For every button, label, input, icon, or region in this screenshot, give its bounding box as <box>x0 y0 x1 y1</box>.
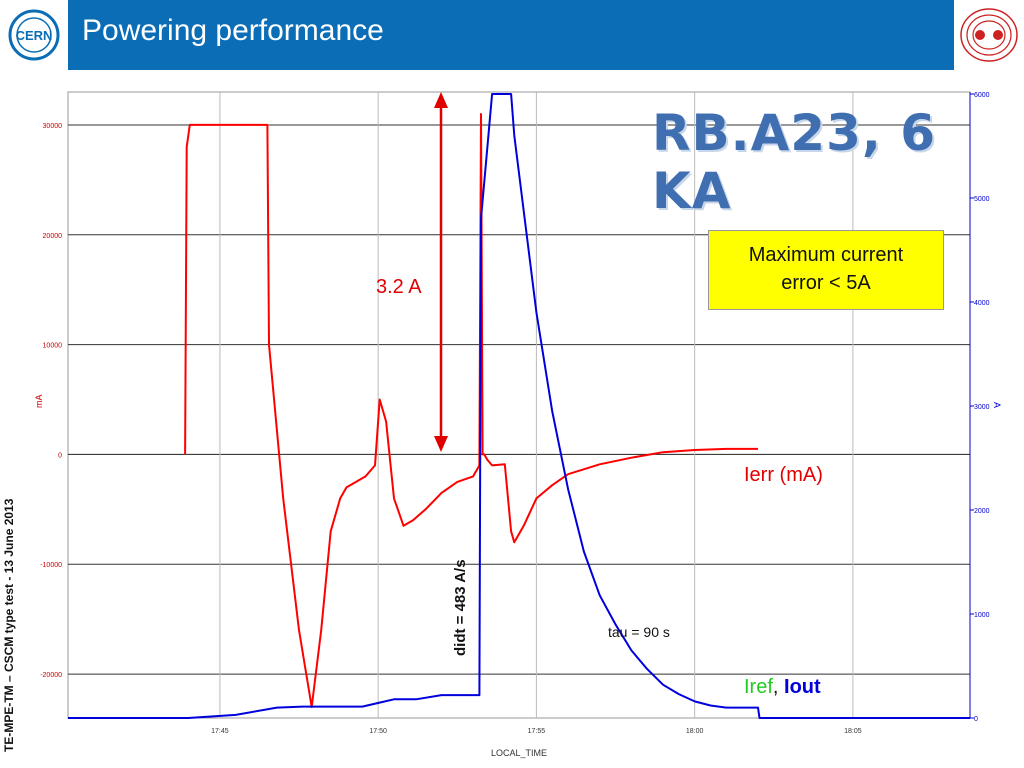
right-tick-label: 6000 <box>974 92 990 99</box>
header-bar: CERN Powering performance <box>0 0 1024 70</box>
x-tick-label: 18:00 <box>686 728 704 735</box>
didt-label: didt = 483 A/s <box>452 559 469 656</box>
cern-logo-icon: CERN <box>8 9 60 61</box>
ierr-legend: Ierr (mA) <box>744 464 823 486</box>
legend-separator: , <box>772 676 779 698</box>
lhc-logo-icon <box>960 8 1018 62</box>
right-tick-label: 2000 <box>974 508 990 515</box>
right-tick-label: 4000 <box>974 300 990 307</box>
series-line-iout <box>68 93 970 719</box>
lhc-logo <box>954 0 1024 70</box>
delta-arrow <box>434 92 448 452</box>
x-tick-label: 17:50 <box>369 728 387 735</box>
right-tick-label: 3000 <box>974 404 990 411</box>
x-axis-label: LOCAL_TIME <box>491 748 547 758</box>
right-tick-label: 1000 <box>974 612 990 619</box>
cern-logo-text: CERN <box>16 28 53 43</box>
x-tick-label: 17:55 <box>528 728 546 735</box>
iout-legend: Iout <box>784 676 821 698</box>
page-title: Powering performance <box>82 14 384 47</box>
left-tick-label: 10000 <box>43 343 63 350</box>
x-axis-ticks: 17:45 17:50 17:55 18:00 18:05 <box>211 728 862 735</box>
iref-legend: Iref <box>744 676 773 698</box>
cern-logo: CERN <box>0 0 68 70</box>
right-tick-label: 5000 <box>974 196 990 203</box>
left-axis-ticks: 30000 20000 10000 0 -10000 -20000 <box>40 123 62 679</box>
delta-label: 3.2 A <box>376 276 422 298</box>
magnet-title: RB.A23, 6 KA <box>652 104 937 220</box>
grid <box>68 92 970 718</box>
callout-box: Maximum current error < 5A <box>708 230 944 310</box>
right-axis-ticks: 6000 5000 4000 3000 2000 1000 0 <box>969 92 990 723</box>
x-tick-label: 17:45 <box>211 728 229 735</box>
left-tick-label: -20000 <box>40 672 62 679</box>
plot-area <box>67 91 971 719</box>
left-tick-label: -10000 <box>40 562 62 569</box>
x-tick-label: 18:05 <box>844 728 862 735</box>
callout-line1: Maximum current <box>748 244 904 266</box>
right-tick-label: 0 <box>974 716 978 723</box>
left-tick-label: 20000 <box>43 233 63 240</box>
tau-label: tau = 90 s <box>608 624 670 640</box>
right-axis-label: A <box>992 402 1002 408</box>
left-tick-label: 30000 <box>43 123 63 130</box>
callout-line2: error < 5A <box>781 272 871 294</box>
series-group <box>68 93 970 719</box>
left-axis-label: mA <box>34 395 44 409</box>
iref-iout-legend: Iref, Iout <box>744 676 821 699</box>
left-tick-label: 0 <box>58 452 62 459</box>
